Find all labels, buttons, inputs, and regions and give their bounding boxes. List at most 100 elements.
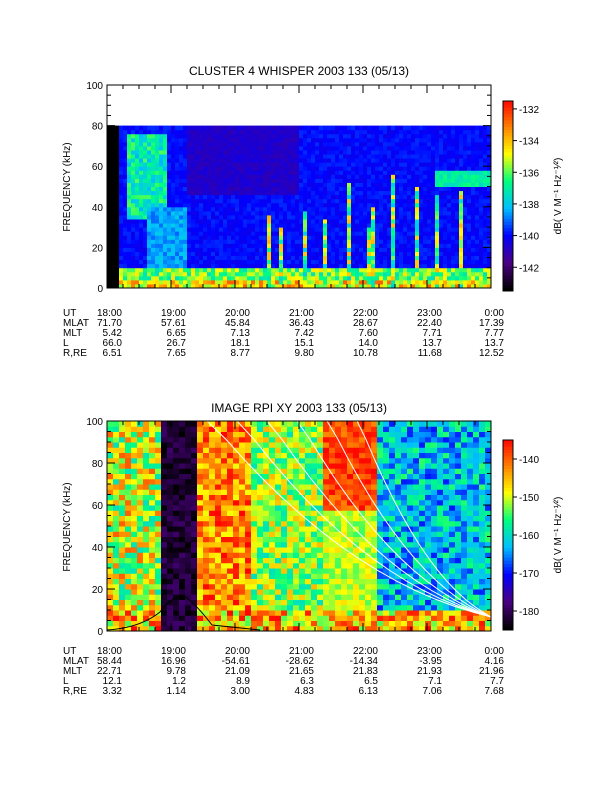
spectrogram-cell [479, 166, 484, 171]
spectrogram-cell [179, 495, 186, 501]
spectrogram-cell [199, 126, 204, 131]
spectrogram-cell [343, 166, 348, 171]
spectrogram-cell [479, 146, 484, 151]
spectrogram-cell [125, 605, 132, 611]
spectrogram-cell [155, 247, 160, 252]
spectrogram-cell [235, 191, 240, 196]
spectrogram-cell [259, 227, 264, 232]
spectrogram-cell [251, 199, 256, 204]
spectrogram-cell [267, 211, 272, 216]
spectrogram-cell [185, 552, 192, 558]
spectrogram-cell [391, 235, 396, 240]
spectrogram-cell [391, 247, 396, 252]
spectrogram-cell [159, 207, 164, 212]
spectrogram-cell [247, 207, 252, 212]
spectrogram-cell [203, 219, 208, 224]
spectrogram-cell [183, 247, 188, 252]
spectrogram-cell [427, 158, 432, 163]
spectrogram-cell [327, 134, 332, 139]
spectrogram-cell [431, 280, 436, 285]
spectrogram-cell [173, 432, 180, 438]
spectrogram-cell [287, 256, 292, 261]
spectrogram-cell [207, 219, 212, 224]
spectrogram-cell [159, 170, 164, 175]
spectrogram-cell [447, 235, 452, 240]
spectrogram-cell [371, 142, 376, 147]
spectrogram-cell [431, 199, 436, 204]
spectrogram-cell [167, 437, 174, 443]
spectrogram-cell [467, 134, 472, 139]
spectrogram-cell [239, 552, 246, 558]
spectrogram-cell [163, 162, 168, 167]
spectrogram-cell [363, 264, 368, 269]
spectrogram-cell [315, 138, 320, 143]
spectrogram-cell [185, 484, 192, 490]
spectrogram-cell [239, 182, 244, 187]
spectrogram-cell [303, 134, 308, 139]
spectrogram-cell [183, 138, 188, 143]
spectrogram-cell [107, 579, 114, 585]
spectrogram-cell [363, 235, 368, 240]
spectrogram-cell [427, 166, 432, 171]
spectrogram-cell [427, 162, 432, 167]
spectrogram-cell [239, 239, 244, 244]
spectrogram-cell [135, 207, 140, 212]
spectrogram-cell [423, 239, 428, 244]
spectrogram-cell [197, 547, 204, 553]
spectrogram-cell [115, 264, 120, 269]
spectrogram-cell [423, 187, 428, 192]
spectrogram-cell [167, 219, 172, 224]
spectrogram-cell [107, 187, 112, 192]
spectrogram-cell [315, 195, 320, 200]
spectrogram-cell [387, 203, 392, 208]
spectrogram-cell [113, 505, 120, 511]
spectrogram-cell [149, 453, 156, 459]
spectrogram-cell [139, 138, 144, 143]
spectrogram-cell [159, 146, 164, 151]
spectrogram-cell [391, 251, 396, 256]
spectrogram-cell [311, 154, 316, 159]
spectrogram-cell [311, 126, 316, 131]
spectrogram-cell [231, 272, 236, 277]
spectrogram-cell [155, 272, 160, 277]
spectrogram-cell [483, 272, 488, 277]
spectrogram-cell [203, 260, 208, 265]
spectrogram-cell [467, 239, 472, 244]
spectrogram-cell [475, 247, 480, 252]
spectrogram-cell [131, 426, 138, 432]
spectrogram-cell [415, 199, 420, 204]
spectrogram-cell [155, 162, 160, 167]
spectrogram-cell [311, 239, 316, 244]
spectrogram-cell [255, 223, 260, 228]
spectrogram-cell [263, 280, 268, 285]
spectrogram-cell [355, 211, 360, 216]
spectrogram-cell [135, 239, 140, 244]
colorbar-swatch [503, 164, 513, 168]
spectrogram-cell [307, 178, 312, 183]
spectrogram-cell [443, 215, 448, 220]
spectrogram-cell [175, 162, 180, 167]
spectrogram-cell [427, 247, 432, 252]
spectrogram-cell [307, 130, 312, 135]
spectrogram-cell [203, 231, 208, 236]
spectrogram-cell [375, 126, 380, 131]
spectrogram-cell [483, 154, 488, 159]
spectrogram-cell [215, 537, 222, 543]
spectrogram-cell [163, 235, 168, 240]
spectrogram-cell [315, 126, 320, 131]
colorbar-swatch [503, 199, 513, 203]
spectrogram-cell [251, 211, 256, 216]
spectrogram-cell [233, 537, 240, 543]
spectrogram-cell [197, 537, 204, 543]
spectrogram-cell [215, 463, 222, 469]
spectrogram-cell [331, 260, 336, 265]
spectrogram-cell [215, 223, 220, 228]
spectrogram-cell [335, 178, 340, 183]
spectrogram-cell [327, 276, 332, 281]
spectrogram-cell [299, 126, 304, 131]
spectrogram-cell [291, 223, 296, 228]
spectrogram-cell [451, 211, 456, 216]
spectrogram-cell [183, 276, 188, 281]
spectrogram-cell [243, 256, 248, 261]
spectrogram-cell [251, 154, 256, 159]
